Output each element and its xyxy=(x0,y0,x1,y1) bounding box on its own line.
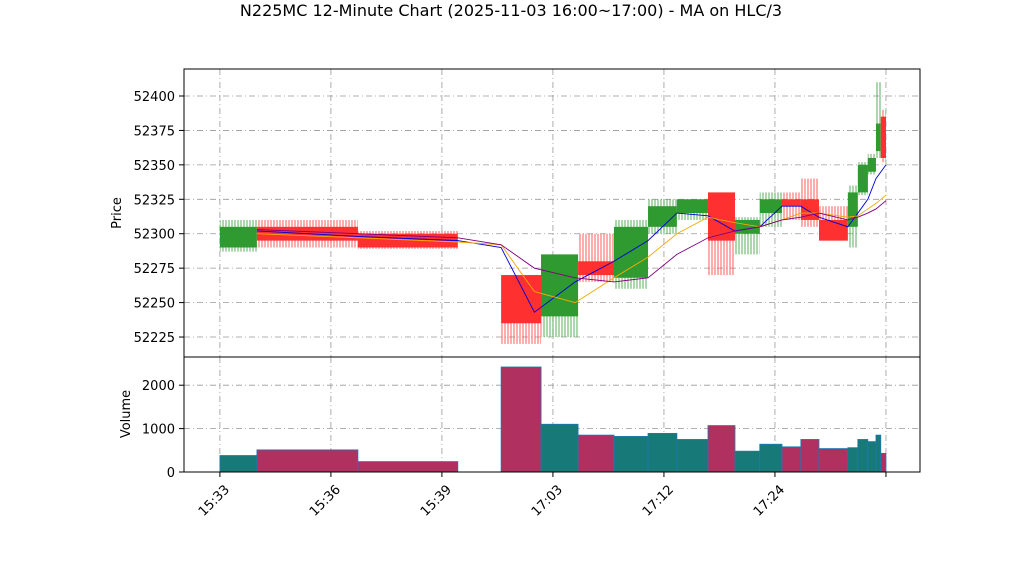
x-tick-label: 17:03 xyxy=(529,482,566,519)
volume-bar xyxy=(707,425,736,473)
candle-body xyxy=(707,192,735,241)
candle-body xyxy=(781,199,801,207)
candle-body xyxy=(867,157,876,172)
volume-frame xyxy=(183,356,921,473)
candle-body xyxy=(880,116,886,158)
volume-tick-label: 0 xyxy=(167,466,175,481)
candle-body xyxy=(818,219,848,241)
volume-tick-label: 1000 xyxy=(142,423,175,438)
ma-line xyxy=(256,164,887,313)
volume-bar xyxy=(357,461,459,473)
candle-wick xyxy=(875,82,881,158)
volume-bar xyxy=(818,448,849,473)
volume-bar xyxy=(875,434,882,473)
volume-bar xyxy=(219,455,258,473)
candle-body xyxy=(676,199,708,214)
candle-body xyxy=(875,123,881,152)
x-tick-label: 15:39 xyxy=(418,482,455,519)
x-tick-label: 15:33 xyxy=(196,482,233,519)
candle-body xyxy=(613,226,649,278)
volume-bar xyxy=(781,446,802,473)
y-tick-label: 52225 xyxy=(134,331,175,346)
ma-line xyxy=(256,194,887,304)
y-tick-label: 52350 xyxy=(134,159,175,174)
candle-body xyxy=(578,261,614,276)
candle-body xyxy=(734,219,760,234)
volume-bar xyxy=(800,439,820,473)
volume-bar xyxy=(577,434,615,473)
y-tick-label: 52250 xyxy=(134,297,175,312)
x-tick-label: 17:24 xyxy=(751,482,788,519)
candle-body xyxy=(857,164,868,193)
y-tick-label: 52325 xyxy=(134,193,175,208)
volume-axis-label: Volume xyxy=(119,390,134,438)
x-tick-label: 15:36 xyxy=(307,482,344,519)
candle-body xyxy=(759,199,782,214)
volume-bar xyxy=(540,423,579,473)
volume-tick-label: 2000 xyxy=(142,379,175,394)
candle-body xyxy=(501,275,542,324)
chart-title: N225MC 12-Minute Chart (2025-11-03 16:00… xyxy=(240,1,782,20)
volume-bar xyxy=(613,436,649,473)
y-tick-label: 52375 xyxy=(134,124,175,139)
volume-bar xyxy=(676,439,709,473)
candle-body xyxy=(219,226,257,248)
y-tick-label: 52400 xyxy=(134,90,175,105)
candle-body xyxy=(541,254,579,317)
volume-bar xyxy=(847,447,859,473)
candle-body xyxy=(847,192,858,227)
x-tick-label: 17:12 xyxy=(640,482,677,519)
volume-bar xyxy=(857,439,869,473)
ma-line xyxy=(256,200,887,283)
volume-bar xyxy=(734,450,761,473)
volume-bar xyxy=(759,443,783,473)
volume-bar xyxy=(867,441,877,473)
volume-bar xyxy=(880,452,887,473)
y-tick-label: 52300 xyxy=(134,228,175,243)
volume-bar xyxy=(500,366,542,473)
y-axis-label: Price xyxy=(110,197,125,229)
candle-body xyxy=(648,206,677,227)
volume-bar xyxy=(647,432,678,473)
y-tick-label: 52275 xyxy=(134,262,175,277)
volume-bar xyxy=(256,449,359,473)
